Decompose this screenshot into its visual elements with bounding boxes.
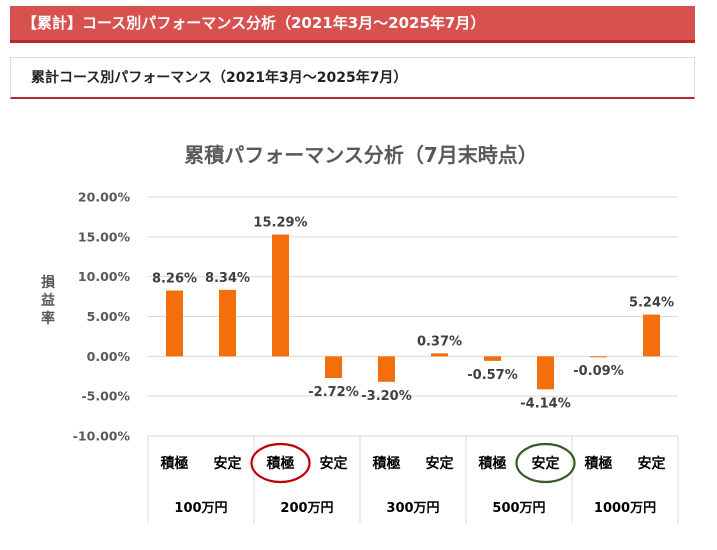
- bar: [272, 234, 289, 357]
- category-label: 積極: [160, 455, 189, 472]
- bar: [325, 356, 342, 379]
- data-labels: 8.26% 8.34%15.29%-2.72% -3.20%0.37%-0.57%-…: [152, 216, 674, 412]
- highlight-ring: [515, 442, 576, 484]
- bar: [590, 356, 607, 358]
- group-label: 300万円: [386, 501, 439, 516]
- data-label: -0.09%: [573, 364, 624, 379]
- data-label: -4.14%: [520, 396, 571, 411]
- bar: [378, 356, 395, 382]
- y-tick-label: 10.00%: [78, 269, 131, 284]
- category-label: 安定: [426, 455, 454, 472]
- data-label: 5.24%: [629, 296, 674, 311]
- y-tick-label: -5.00%: [81, 389, 130, 404]
- group-label: 500万円: [492, 501, 545, 516]
- y-axis-label: 損益率: [41, 274, 56, 327]
- category-table: 積極 安定 積極 安定 積極 安定 積極 安定 積極 安定 100万円 200万円 300万円 500万円…: [147, 435, 679, 523]
- bar: [431, 353, 448, 357]
- y-tick-label: 5.00%: [87, 309, 131, 324]
- category-label: 安定: [320, 455, 348, 472]
- category-label: 安定: [638, 455, 666, 472]
- banner-title: 【累計】コース別パフォーマンス分析（2021年3月～2025年7月）: [10, 6, 695, 40]
- bar: [166, 290, 183, 357]
- category-label: 積極: [372, 455, 401, 472]
- data-label: 15.29%: [253, 216, 307, 231]
- section-subtitle: 累計コース別パフォーマンス（2021年3月～2025年7月）: [10, 57, 695, 99]
- category-label: 積極: [478, 455, 507, 472]
- highlight-rings: [250, 442, 576, 484]
- y-tick-label: 20.00%: [78, 190, 131, 205]
- group-label: 200万円: [280, 501, 333, 516]
- category-label: 積極: [584, 455, 613, 472]
- category-label: 安定: [214, 455, 242, 472]
- bar: [219, 289, 236, 357]
- group-label: 1000万円: [594, 501, 656, 516]
- highlight-ring: [250, 442, 311, 484]
- category-label: 積極: [266, 455, 295, 472]
- chart-title: 累積パフォーマンス分析（7月末時点）: [184, 143, 538, 167]
- banner-underline: [10, 40, 695, 43]
- bar: [643, 314, 660, 357]
- data-label: -2.72%: [308, 385, 359, 400]
- bar: [537, 356, 554, 390]
- y-tick-label: 0.00%: [87, 349, 131, 364]
- data-label: 8.34%: [205, 271, 250, 286]
- data-label: -0.57%: [467, 368, 518, 383]
- group-label: 100万円: [174, 501, 227, 516]
- data-label: -3.20%: [361, 389, 412, 404]
- y-tick-label: -10.00%: [73, 429, 131, 444]
- bar: [484, 356, 501, 361]
- bars: [166, 234, 660, 390]
- y-tick-label: 15.00%: [78, 229, 131, 244]
- category-label: 安定: [532, 455, 560, 472]
- data-label: 8.26%: [152, 272, 197, 287]
- data-label: 0.37%: [417, 334, 462, 349]
- y-tick-labels: 20.00% 15.00% 10.00% 5.00% 0.00% -5.00% -10.00…: [73, 190, 131, 444]
